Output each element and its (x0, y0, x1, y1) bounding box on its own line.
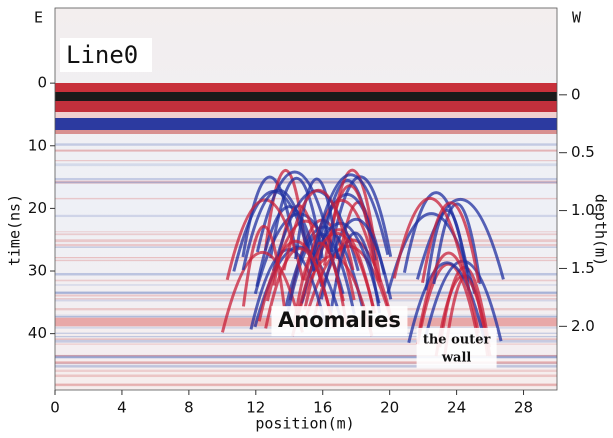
texture-hyperbola (282, 188, 355, 271)
texture-stripe (55, 338, 557, 341)
annotation: wall (441, 350, 472, 365)
texture-band (55, 83, 557, 92)
texture-stripe (55, 343, 557, 345)
texture-hyperbola (319, 217, 393, 300)
x-tick-label: 12 (246, 399, 265, 417)
texture-hyperbola (424, 208, 471, 291)
texture-hyperbola (415, 197, 505, 280)
texture-stripe (55, 361, 557, 364)
plot-frame (54, 7, 558, 391)
annotation-box (416, 327, 497, 368)
texture-stripe (55, 365, 557, 368)
texture-hyperbola (241, 224, 286, 307)
texture-hyperbola (417, 251, 480, 334)
texture-band (55, 112, 557, 118)
annotation: the outer (423, 332, 491, 347)
x-tick-label: 16 (313, 399, 332, 417)
texture-stripe (55, 384, 557, 387)
texture-stripe (55, 181, 557, 184)
texture-hyperbola (421, 201, 481, 284)
texture-stripe (55, 354, 557, 357)
y2-tick-label: 1.5 (571, 259, 595, 277)
texture-hyperbola (292, 241, 348, 324)
texture-hyperbola (241, 188, 316, 271)
texture-stripe (55, 374, 557, 378)
y-tick-label: 30 (28, 262, 47, 280)
texture-stripe (55, 355, 557, 359)
texture-band (55, 101, 557, 112)
texture-stripe (55, 365, 557, 367)
texture-stripe (55, 160, 557, 162)
texture-band (55, 118, 557, 130)
y-tick-label: 0 (37, 74, 47, 92)
x-tick-label: 24 (447, 399, 466, 417)
y-tick-label: 10 (28, 136, 47, 154)
texture-band (55, 92, 557, 101)
texture-hyperbola (392, 196, 468, 279)
texture-hyperbola (407, 261, 487, 344)
y2-tick-label: 0.5 (571, 143, 595, 161)
texture-stripe (55, 149, 557, 152)
x-tick-label: 28 (514, 399, 533, 417)
y2-tick-label: 2.0 (571, 317, 595, 335)
texture-stripe (55, 354, 557, 357)
texture-band (55, 130, 557, 134)
direction-right: W (572, 9, 582, 27)
x-tick-label: 4 (117, 399, 127, 417)
texture-stripe (55, 335, 557, 338)
texture-stripe (55, 361, 557, 364)
y-tick-label: 20 (28, 199, 47, 217)
texture-stripe (55, 369, 557, 373)
y2-axis-title: depth(m) (592, 194, 610, 266)
y-tick-label: 40 (28, 324, 47, 342)
texture-stripe (55, 163, 557, 167)
y2-tick-label: 0 (571, 85, 581, 103)
annotation-box (271, 306, 408, 337)
title-box (60, 38, 152, 72)
texture-stripe (55, 150, 557, 152)
texture-stripe (55, 356, 557, 358)
x-axis-title: position(m) (255, 415, 354, 433)
texture-stripe (55, 259, 557, 262)
texture-stripe (55, 257, 557, 259)
annotation: Anomalies (278, 308, 401, 332)
texture-hyperbola (257, 239, 334, 322)
x-tick-label: 20 (380, 399, 399, 417)
texture-hyperbola (302, 198, 380, 281)
texture-stripe (55, 181, 557, 184)
direction-left: E (34, 9, 43, 27)
texture-stripe (55, 143, 557, 146)
texture-hyperbola (432, 202, 482, 285)
chart-title: Line0 (66, 41, 138, 69)
x-tick-label: 8 (184, 399, 194, 417)
texture-stripe (55, 362, 557, 365)
texture-stripe (55, 339, 557, 343)
texture-stripe (55, 149, 557, 152)
texture-hyperbola (296, 231, 377, 314)
texture-stripe (55, 294, 557, 297)
texture-hyperbola (311, 173, 390, 256)
x-tick-label: 0 (50, 399, 60, 417)
y2-tick-label: 1.0 (571, 201, 595, 219)
radargram-texture (55, 83, 557, 387)
y-axis-title: time(ns) (6, 194, 24, 266)
texture-stripe (55, 180, 557, 184)
texture-stripe (55, 355, 557, 359)
texture-stripe (55, 383, 557, 386)
